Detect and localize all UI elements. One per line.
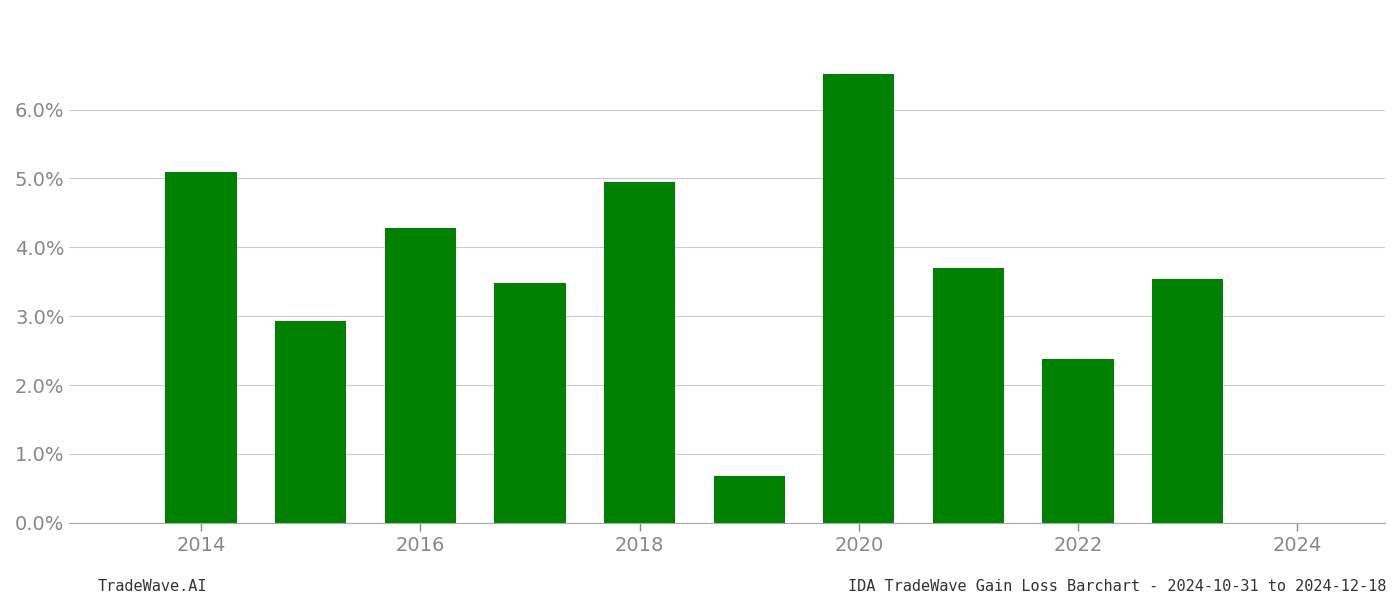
Bar bbox=[714, 476, 785, 523]
Text: IDA TradeWave Gain Loss Barchart - 2024-10-31 to 2024-12-18: IDA TradeWave Gain Loss Barchart - 2024-… bbox=[847, 579, 1386, 594]
Bar bbox=[165, 172, 237, 523]
Bar bbox=[823, 74, 895, 523]
Bar bbox=[385, 228, 456, 523]
Bar bbox=[494, 283, 566, 523]
Bar bbox=[1043, 359, 1113, 523]
Bar bbox=[274, 321, 346, 523]
Text: TradeWave.AI: TradeWave.AI bbox=[98, 579, 207, 594]
Bar bbox=[603, 182, 675, 523]
Bar bbox=[932, 268, 1004, 523]
Bar bbox=[1152, 279, 1224, 523]
